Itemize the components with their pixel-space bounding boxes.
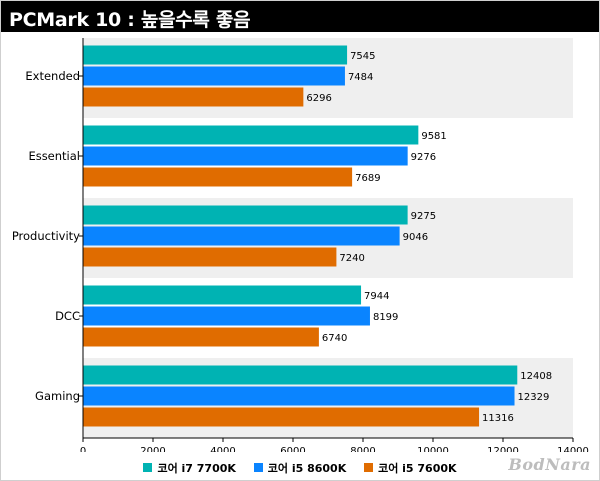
data-label: 12329 — [518, 392, 550, 403]
bar — [83, 66, 345, 86]
category-label: Productivity — [12, 229, 80, 243]
legend-swatch — [364, 463, 374, 472]
bar — [83, 386, 515, 406]
data-label: 8199 — [373, 312, 398, 323]
category-label: Extended — [25, 69, 80, 83]
legend-swatch — [253, 463, 263, 472]
x-tick-label: 12000 — [487, 446, 519, 452]
bar — [83, 125, 419, 145]
bar — [83, 146, 408, 166]
data-label: 7240 — [339, 253, 364, 264]
x-tick-label: 8000 — [350, 446, 375, 452]
data-label: 9276 — [411, 152, 436, 163]
data-label: 7944 — [364, 291, 389, 302]
title-bar: PCMark 10 : 높을수록 좋음 — [1, 1, 599, 32]
data-label: 7545 — [350, 51, 375, 62]
bar — [83, 327, 319, 347]
legend-item: 코어 i5 7600K — [364, 460, 457, 476]
bar — [83, 167, 353, 187]
data-label: 7689 — [355, 173, 380, 184]
x-tick-label: 0 — [80, 446, 86, 452]
bar — [83, 205, 408, 225]
watermark-logo: BodNara — [508, 455, 591, 474]
bar — [83, 365, 518, 385]
category-label: Essential — [28, 149, 80, 163]
bar — [83, 285, 362, 305]
data-label: 9046 — [403, 232, 428, 243]
bar — [83, 45, 348, 65]
bar — [83, 226, 400, 246]
legend-label: 코어 i7 7700K — [157, 462, 236, 475]
legend-item: 코어 i5 8600K — [253, 460, 347, 476]
data-label: 6296 — [306, 93, 331, 104]
data-label: 9275 — [411, 211, 436, 222]
data-label: 11316 — [482, 413, 514, 424]
legend-label: 코어 i5 8600K — [267, 462, 347, 475]
legend-swatch — [143, 463, 153, 472]
x-tick-label: 2000 — [140, 446, 165, 452]
x-tick-label: 14000 — [557, 446, 589, 452]
category-label: DCC — [55, 309, 80, 323]
bar — [83, 407, 480, 427]
data-label: 6740 — [322, 333, 347, 344]
legend-item: 코어 i7 7700K — [143, 460, 236, 476]
category-label: Gaming — [35, 389, 80, 403]
x-tick-label: 4000 — [210, 446, 235, 452]
data-label: 7484 — [348, 72, 373, 83]
chart-title: PCMark 10 : 높을수록 좋음 — [9, 9, 251, 31]
bar — [83, 87, 304, 107]
data-label: 9581 — [421, 131, 446, 142]
legend: 코어 i7 7700K 코어 i5 8600K 코어 i5 7600K — [1, 460, 599, 476]
bar — [83, 306, 370, 326]
x-tick-label: 6000 — [280, 446, 305, 452]
x-tick-label: 10000 — [417, 446, 449, 452]
data-label: 12408 — [520, 371, 552, 382]
bar — [83, 247, 337, 267]
bar-chart: 0 2000 4000 6000 8000 10000 12000 14000 7545 748… — [12, 38, 589, 452]
legend-label: 코어 i5 7600K — [378, 462, 457, 475]
